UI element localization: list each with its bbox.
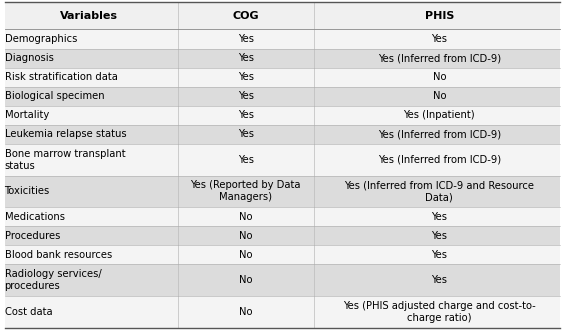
Bar bbox=[5, 106, 560, 125]
Text: No: No bbox=[239, 307, 253, 317]
Text: No: No bbox=[239, 212, 253, 222]
Text: Yes (Inferred from ICD-9): Yes (Inferred from ICD-9) bbox=[378, 53, 501, 63]
Text: Mortality: Mortality bbox=[5, 110, 49, 120]
Bar bbox=[5, 125, 560, 144]
Text: Yes: Yes bbox=[238, 72, 254, 82]
Text: Yes (Inferred from ICD-9): Yes (Inferred from ICD-9) bbox=[378, 129, 501, 139]
Text: Risk stratification data: Risk stratification data bbox=[5, 72, 118, 82]
Text: No: No bbox=[433, 91, 446, 101]
Text: No: No bbox=[239, 231, 253, 241]
Text: Demographics: Demographics bbox=[5, 34, 77, 44]
Text: Yes (Inferred from ICD-9 and Resource
Data): Yes (Inferred from ICD-9 and Resource Da… bbox=[344, 180, 534, 202]
Text: Variables: Variables bbox=[60, 11, 118, 21]
Text: Bone marrow transplant
status: Bone marrow transplant status bbox=[5, 149, 125, 171]
Text: Yes (Inferred from ICD-9): Yes (Inferred from ICD-9) bbox=[378, 155, 501, 165]
Text: Cost data: Cost data bbox=[5, 307, 52, 317]
Bar bbox=[5, 144, 560, 175]
Bar bbox=[5, 207, 560, 226]
Text: Yes: Yes bbox=[431, 275, 447, 285]
Text: Yes: Yes bbox=[431, 212, 447, 222]
Bar bbox=[5, 175, 560, 207]
Text: Biological specimen: Biological specimen bbox=[5, 91, 104, 101]
Text: COG: COG bbox=[232, 11, 259, 21]
Text: Yes: Yes bbox=[431, 34, 447, 44]
Text: Yes: Yes bbox=[431, 231, 447, 241]
Bar bbox=[5, 87, 560, 106]
Text: Yes: Yes bbox=[431, 250, 447, 260]
Bar bbox=[5, 49, 560, 68]
Text: Yes (Reported by Data
Managers): Yes (Reported by Data Managers) bbox=[190, 180, 301, 202]
Text: Yes: Yes bbox=[238, 155, 254, 165]
Text: Yes (PHIS adjusted charge and cost-to-
charge ratio): Yes (PHIS adjusted charge and cost-to- c… bbox=[343, 301, 536, 323]
Text: Radiology services/
procedures: Radiology services/ procedures bbox=[5, 269, 101, 291]
Text: Diagnosis: Diagnosis bbox=[5, 53, 54, 63]
Text: Yes: Yes bbox=[238, 53, 254, 63]
Text: Toxicities: Toxicities bbox=[5, 186, 50, 196]
Bar bbox=[5, 264, 560, 296]
Bar bbox=[5, 296, 560, 328]
Bar bbox=[5, 2, 560, 29]
Text: PHIS: PHIS bbox=[425, 11, 454, 21]
Text: Yes (Inpatient): Yes (Inpatient) bbox=[403, 110, 475, 120]
Text: Yes: Yes bbox=[238, 110, 254, 120]
Text: Yes: Yes bbox=[238, 34, 254, 44]
Bar bbox=[5, 68, 560, 87]
Text: No: No bbox=[239, 275, 253, 285]
Bar bbox=[5, 29, 560, 49]
Text: Procedures: Procedures bbox=[5, 231, 60, 241]
Text: Yes: Yes bbox=[238, 129, 254, 139]
Text: Yes: Yes bbox=[238, 91, 254, 101]
Text: Leukemia relapse status: Leukemia relapse status bbox=[5, 129, 126, 139]
Bar bbox=[5, 245, 560, 264]
Bar bbox=[5, 226, 560, 245]
Text: No: No bbox=[239, 250, 253, 260]
Text: Medications: Medications bbox=[5, 212, 64, 222]
Text: Blood bank resources: Blood bank resources bbox=[5, 250, 112, 260]
Text: No: No bbox=[433, 72, 446, 82]
